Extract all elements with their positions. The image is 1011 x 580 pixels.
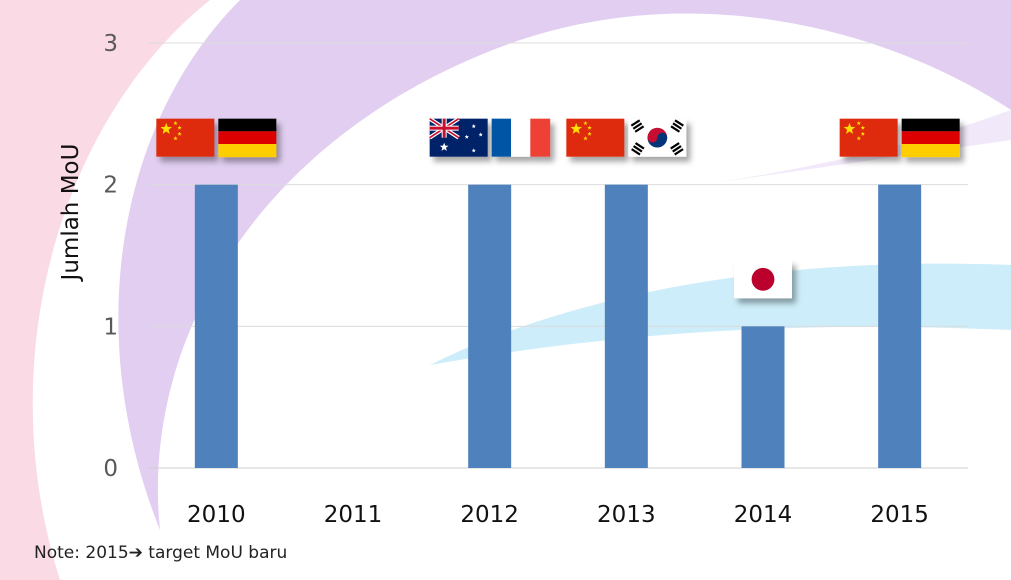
y-tick-label: 3 [103,31,118,57]
germany-flag-icon [218,118,277,158]
x-tick-label: 2015 [870,502,929,528]
bar-2014 [741,326,785,468]
bar-2015 [878,184,922,468]
germany-flag-icon [901,118,960,158]
note-prefix: Note: 2015 [34,543,129,563]
bar-2012 [468,184,512,468]
chart-note: Note: 2015➔ target MoU baru [34,543,287,563]
south-korea-flag-icon [628,118,687,157]
bar-2010 [194,184,238,468]
x-tick-label: 2012 [460,502,519,528]
x-tick-label: 2013 [597,502,656,528]
note-suffix: target MoU baru [142,543,288,563]
y-tick-label: 2 [103,173,118,199]
arrow-icon: ➔ [128,543,143,563]
china-flag-icon [839,118,898,157]
x-tick-label: 2014 [734,502,793,528]
australia-flag-icon [428,116,488,157]
x-tick-label: 2011 [324,502,383,528]
bar-2013 [604,184,648,468]
y-tick-label: 1 [103,314,118,340]
japan-flag-icon [734,260,792,299]
x-tick-label: 2010 [187,502,246,528]
france-flag-icon [491,118,551,157]
y-axis-label: Jumlah MoU [58,144,84,283]
china-flag-icon [566,118,625,157]
y-tick-label: 0 [103,456,118,482]
china-flag-icon [156,118,215,157]
